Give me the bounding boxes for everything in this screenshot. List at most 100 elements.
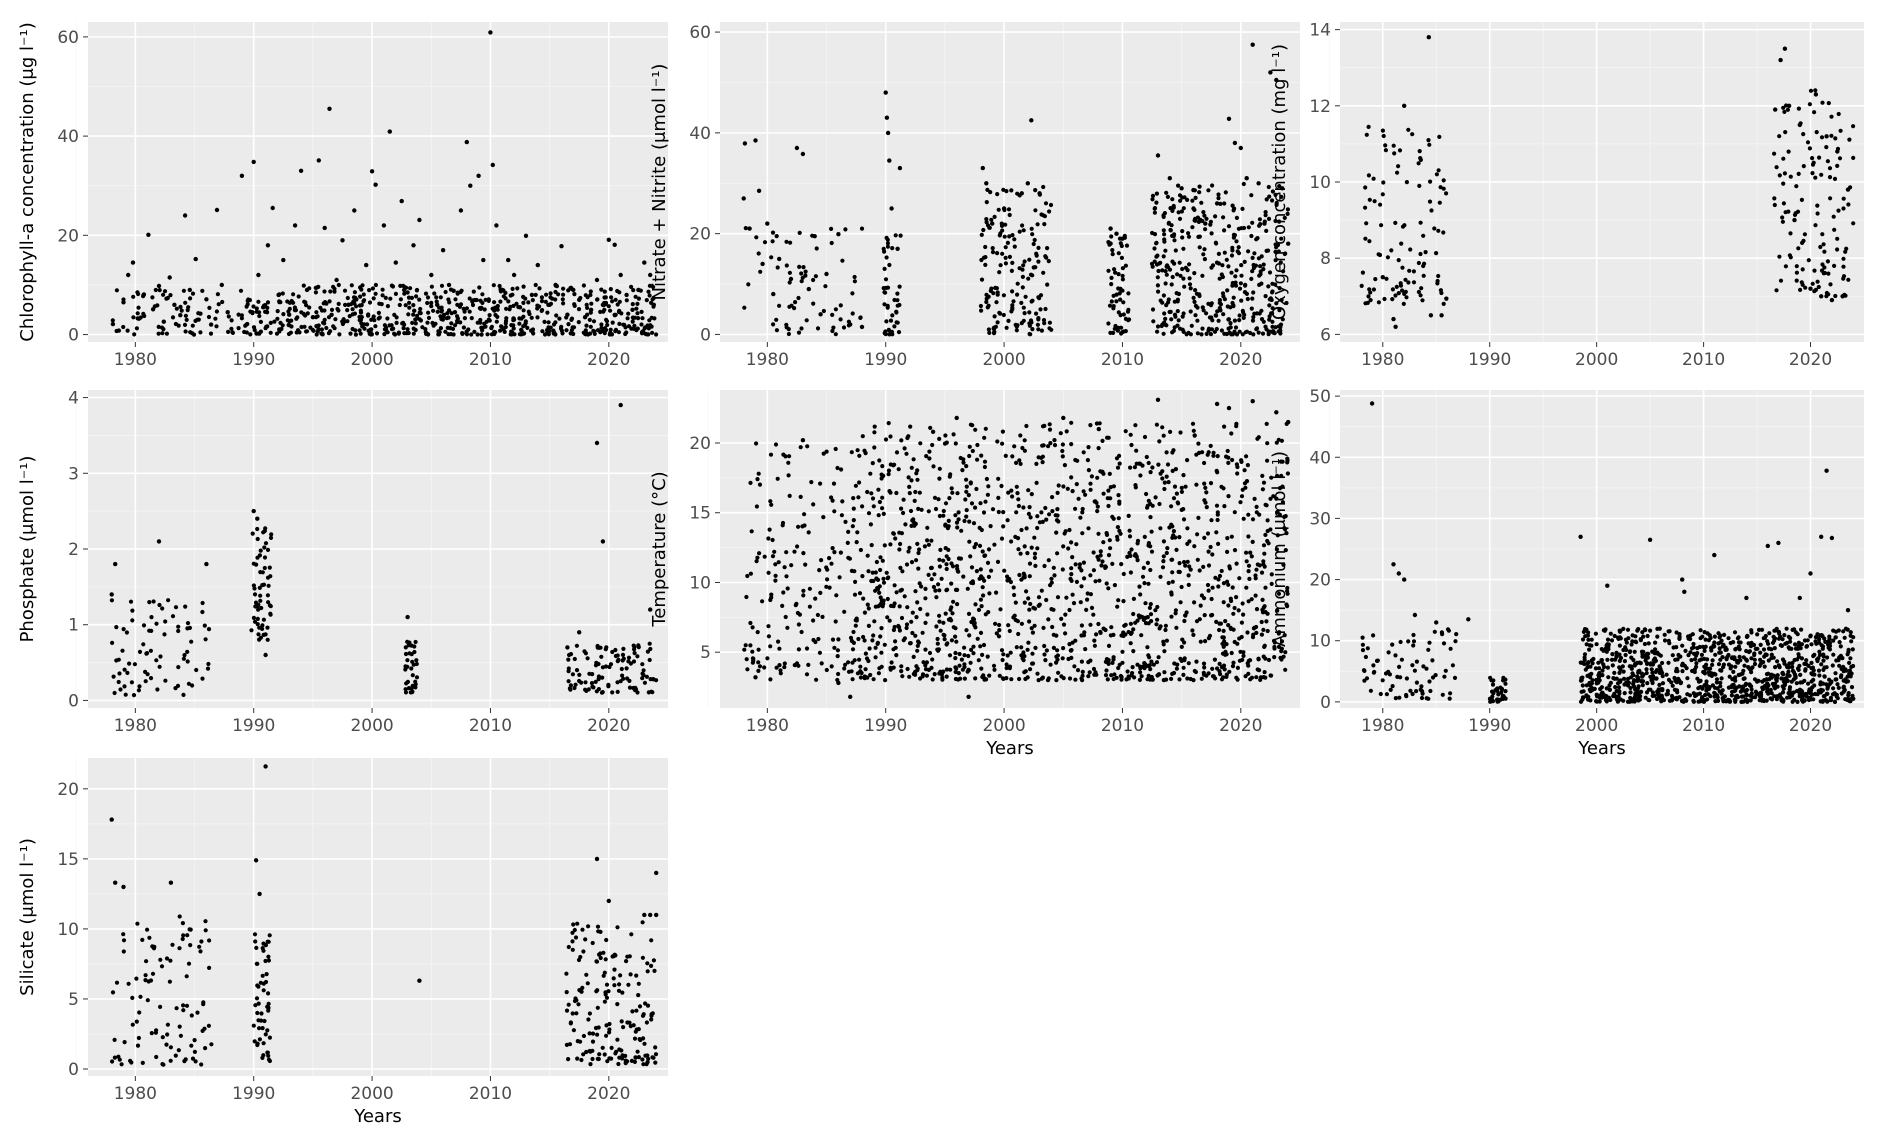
data-point <box>1285 585 1290 591</box>
data-point <box>1278 325 1283 330</box>
data-point <box>1031 241 1036 247</box>
data-point <box>870 496 876 501</box>
data-point <box>983 426 988 431</box>
data-point <box>879 472 884 477</box>
data-point <box>1489 689 1495 694</box>
data-point <box>646 690 651 695</box>
data-point <box>1416 161 1421 166</box>
data-point <box>976 658 981 663</box>
data-point <box>1030 651 1035 656</box>
data-point <box>1580 683 1585 688</box>
data-point <box>1013 600 1018 605</box>
data-point <box>154 658 159 663</box>
data-point <box>1215 309 1220 314</box>
data-point <box>1104 668 1109 673</box>
data-point <box>1279 194 1284 199</box>
data-point <box>373 324 378 329</box>
data-point <box>944 440 949 445</box>
data-point <box>403 664 408 669</box>
data-point <box>116 679 121 685</box>
data-point <box>1434 172 1439 177</box>
data-point <box>964 477 969 482</box>
data-point <box>1202 596 1207 601</box>
x-tick-label: 1980 <box>114 716 157 736</box>
data-point <box>429 272 434 278</box>
data-point <box>1000 441 1005 446</box>
data-point <box>798 445 803 450</box>
data-point <box>1165 194 1170 199</box>
data-point <box>1027 574 1032 579</box>
data-point <box>855 530 860 535</box>
data-point <box>1163 316 1168 321</box>
data-point <box>1138 670 1143 675</box>
data-point <box>504 306 509 311</box>
data-point <box>1074 482 1079 487</box>
data-point <box>869 578 874 584</box>
data-point <box>1226 623 1231 628</box>
data-point <box>853 579 858 585</box>
data-point <box>1029 492 1034 497</box>
x-axis-title: Years <box>985 738 1034 759</box>
data-point <box>1411 269 1416 274</box>
data-point <box>1367 287 1372 292</box>
data-point <box>262 555 268 560</box>
data-point <box>947 474 952 479</box>
data-point <box>1766 641 1771 646</box>
data-point <box>1436 168 1441 173</box>
data-point <box>848 694 853 699</box>
data-point <box>933 506 939 512</box>
data-point <box>981 255 987 260</box>
data-point <box>1254 567 1259 572</box>
data-point <box>1174 666 1179 671</box>
data-point <box>1274 301 1279 306</box>
y-tick-label: 2 <box>68 540 79 560</box>
data-point <box>1828 282 1833 287</box>
data-point <box>1795 209 1801 214</box>
data-point <box>313 290 318 295</box>
data-point <box>621 676 626 681</box>
data-point <box>856 495 861 500</box>
data-point <box>1222 297 1227 302</box>
data-point <box>889 206 894 211</box>
data-point <box>435 309 440 314</box>
data-point <box>1125 309 1131 314</box>
data-point <box>1282 251 1287 257</box>
data-point <box>1169 223 1174 228</box>
data-point <box>1237 318 1242 323</box>
data-point <box>470 302 476 308</box>
data-point <box>951 432 956 437</box>
data-point <box>1001 293 1007 298</box>
data-point <box>768 677 773 682</box>
data-point <box>409 666 414 671</box>
data-point <box>898 588 903 593</box>
data-point <box>1236 608 1241 613</box>
data-point <box>1009 539 1014 544</box>
data-point <box>202 623 207 628</box>
data-point <box>535 303 540 308</box>
data-point <box>1286 419 1291 425</box>
data-point <box>352 290 357 295</box>
data-point <box>1608 680 1613 685</box>
data-point <box>835 465 840 471</box>
data-point <box>1161 293 1166 298</box>
data-point <box>1092 672 1097 677</box>
data-point <box>1022 544 1027 549</box>
data-point <box>413 682 418 687</box>
data-point <box>1080 510 1085 515</box>
data-point <box>404 681 409 686</box>
data-point <box>1804 658 1809 663</box>
data-point <box>1202 257 1207 262</box>
data-point <box>885 244 891 249</box>
y-axis-title: Phosphate (μmol l⁻¹) <box>17 456 38 643</box>
data-point <box>1224 672 1229 677</box>
data-point <box>1193 303 1198 308</box>
data-point <box>1742 663 1747 668</box>
data-point <box>583 651 589 656</box>
data-point <box>1804 644 1809 649</box>
data-point <box>1180 229 1185 234</box>
data-point <box>829 226 834 231</box>
data-point <box>429 300 434 305</box>
data-point <box>923 596 928 601</box>
data-point <box>927 456 932 461</box>
data-point <box>797 230 802 235</box>
